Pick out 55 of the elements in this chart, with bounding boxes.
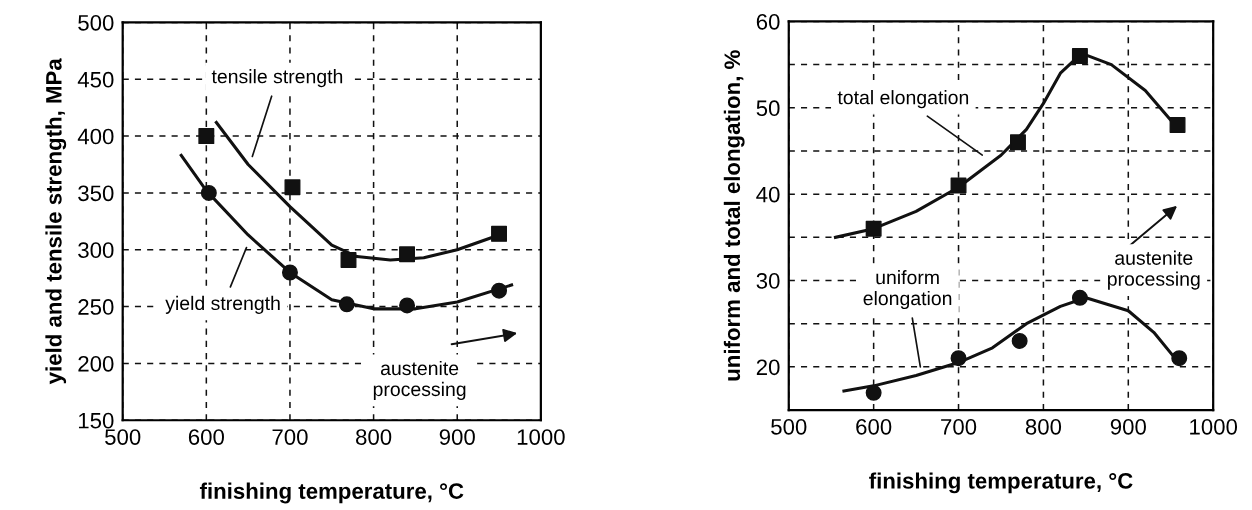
x-tick-label: 500 [105,429,141,445]
point [284,179,301,196]
point [200,184,217,201]
point [1169,117,1186,134]
annotation: tensile strength [211,69,343,88]
annotation: total elongation [837,90,969,109]
y-tick-label: 40 [756,186,780,203]
y-tick-label: 350 [78,185,114,202]
x-axis-title: finishing temperature, °C [199,482,464,504]
point [1171,350,1188,367]
point [491,282,508,299]
y-axis-title: yield and tensile strength, MPa [45,58,67,385]
point [1071,289,1088,306]
y-tick-label: 300 [78,242,114,259]
x-tick-label: 600 [188,429,224,445]
x-tick-label: 600 [856,418,892,435]
y-tick-label: 150 [78,412,114,429]
x-tick-label: 900 [439,429,475,445]
point [281,264,298,281]
point [865,384,882,401]
x-tick-label: 1000 [517,429,565,445]
point [950,177,967,194]
point [1009,134,1026,151]
annotation: austenite processing [373,360,466,400]
y-tick-label: 450 [77,71,114,88]
y-tick-label: 200 [78,355,114,372]
y-tick-label: 30 [756,273,780,289]
x-tick-label: 1000 [1190,418,1238,435]
annotation: austenite processing [1108,250,1200,290]
point [198,128,215,145]
point [399,297,416,314]
point [491,225,508,242]
point [340,252,357,268]
y-tick-label: 250 [78,299,114,315]
x-axis-title: finishing temperature, °C [869,472,1133,494]
y-tick-label: 20 [756,359,780,376]
point [338,296,355,313]
x-tick-label: 700 [941,418,977,435]
annotation: yield strength [165,295,280,314]
point [1011,332,1028,349]
x-tick-label: 900 [1110,418,1146,435]
annotation: uniform elongation [863,270,952,310]
x-tick-label: 800 [1025,418,1062,435]
x-tick-label: 800 [356,429,392,445]
y-tick-label: 50 [756,100,780,117]
x-tick-label: 500 [771,418,807,435]
y-axis-title: uniform and total elongation, % [723,50,745,381]
point [865,220,882,237]
point [1071,47,1088,64]
y-tick-label: 500 [78,14,114,31]
point [399,246,416,263]
y-tick-label: 60 [756,13,780,30]
point [950,350,967,367]
x-tick-label: 700 [272,429,308,445]
y-tick-label: 400 [77,128,114,145]
